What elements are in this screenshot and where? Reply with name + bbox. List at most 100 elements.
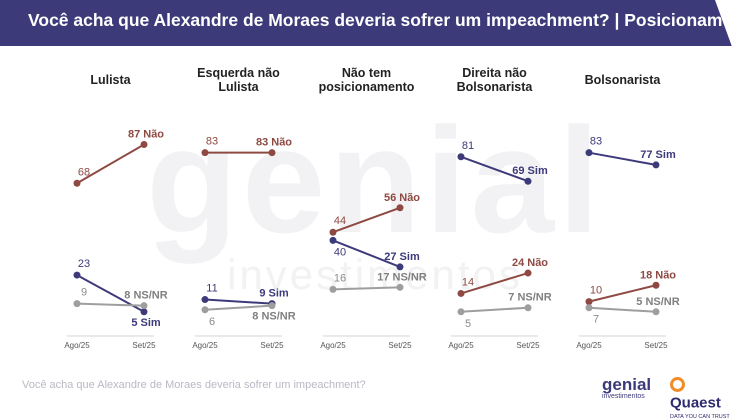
x-tick-label-1-1: Ago/25: [64, 341, 90, 350]
panel-title-4-line-1: Direita não: [462, 66, 527, 80]
end-label-3-não: 56 Não: [384, 192, 420, 204]
series-line-2-nsnr: [204, 304, 273, 311]
point-4-não-ago25: [457, 289, 465, 297]
point-2-não-set25: [268, 149, 276, 157]
quaest-tagline: DATA YOU CAN TRUST: [670, 414, 730, 420]
panel-title-4-line-2: Bolsonarista: [457, 80, 534, 94]
point-4-sim-ago25: [457, 153, 465, 161]
point-5-nsnr-ago25: [585, 304, 593, 312]
series-line-2-sim: [204, 298, 273, 305]
x-tick-label-5-2: Set/25: [644, 341, 668, 350]
point-3-sim-set25: [396, 263, 404, 271]
series-line-5-não: [588, 284, 657, 303]
header-bar: Você acha que Alexandre de Moraes deveri…: [0, 0, 745, 46]
x-tick-label-5-1: Ago/25: [576, 341, 602, 350]
point-1-sim-set25: [140, 308, 148, 316]
end-label-1-nsnr: 8 NS/NR: [124, 290, 167, 302]
quaest-logo: Quaest DATA YOU CAN TRUST: [670, 376, 740, 420]
start-label-4-sim: 81: [462, 140, 474, 152]
footer-question: Você acha que Alexandre de Moraes deveri…: [22, 379, 366, 391]
point-3-sim-ago25: [329, 236, 337, 244]
page-title: Você acha que Alexandre de Moraes deveri…: [28, 10, 745, 30]
start-label-3-não: 44: [334, 215, 346, 227]
point-1-nsnr-ago25: [73, 300, 81, 308]
start-label-4-nsnr: 5: [465, 318, 471, 330]
point-3-nsnr-ago25: [329, 285, 337, 293]
point-3-não-set25: [396, 204, 404, 212]
panel-title-2-line-2: Lulista: [218, 80, 259, 94]
end-label-1-sim: 5 Sim: [131, 317, 161, 329]
start-label-1-sim: 23: [78, 258, 90, 270]
end-label-5-sim: 77 Sim: [640, 149, 676, 161]
start-label-5-sim: 83: [590, 136, 602, 148]
x-tick-label-4-2: Set/25: [516, 341, 540, 350]
end-label-3-nsnr: 17 NS/NR: [377, 271, 427, 283]
start-label-3-sim: 40: [334, 246, 346, 258]
panel-title-2-line-1: Esquerda não: [197, 66, 280, 80]
point-1-não-ago25: [73, 179, 81, 187]
series-line-3-sim: [332, 239, 401, 268]
end-label-5-não: 18 Não: [640, 269, 676, 281]
end-label-2-não: 83 Não: [256, 137, 292, 149]
x-tick-label-2-1: Ago/25: [192, 341, 218, 350]
point-5-sim-set25: [652, 161, 660, 169]
point-4-sim-set25: [524, 177, 532, 185]
genial-logo-name: genial: [602, 375, 652, 394]
point-5-sim-ago25: [585, 149, 593, 157]
end-label-2-nsnr: 8 NS/NR: [252, 311, 295, 323]
start-label-4-não: 14: [462, 276, 474, 288]
start-label-3-nsnr: 16: [334, 272, 346, 284]
end-label-1-não: 87 Não: [128, 129, 164, 141]
point-3-não-ago25: [329, 228, 337, 236]
series-line-3-não: [332, 206, 401, 234]
panel-title-3-line-2: posicionamento: [319, 80, 415, 94]
panel-title-5-line-1: Bolsonarista: [585, 73, 662, 87]
series-line-4-não: [460, 272, 529, 295]
series-line-3-nsnr: [332, 286, 401, 291]
start-label-1-não: 68: [78, 166, 90, 178]
x-tick-label-2-2: Set/25: [260, 341, 284, 350]
series-line-1-nsnr: [76, 302, 145, 307]
x-tick-label-4-1: Ago/25: [448, 341, 474, 350]
point-4-nsnr-ago25: [457, 308, 465, 316]
end-label-4-nsnr: 7 NS/NR: [508, 292, 551, 304]
point-1-não-set25: [140, 141, 148, 149]
series-line-4-sim: [460, 155, 529, 183]
end-label-4-sim: 69 Sim: [512, 165, 548, 177]
panel-title-1-line-1: Lulista: [90, 73, 131, 87]
end-label-2-sim: 9 Sim: [259, 288, 289, 300]
series-line-4-nsnr: [460, 306, 529, 313]
panel-title-3-line-1: Não tem: [342, 66, 391, 80]
quaest-mark-icon: [670, 377, 685, 393]
point-5-não-set25: [652, 281, 660, 289]
point-4-não-set25: [524, 269, 532, 277]
start-label-5-não: 10: [590, 285, 602, 297]
start-label-2-não: 83: [206, 136, 218, 148]
genial-logo-sub: investimentos: [602, 393, 645, 400]
point-2-sim-ago25: [201, 296, 209, 304]
start-label-5-nsnr: 7: [593, 314, 599, 326]
x-tick-label-3-1: Ago/25: [320, 341, 346, 350]
point-2-não-ago25: [201, 149, 209, 157]
x-tick-label-1-2: Set/25: [132, 341, 156, 350]
start-label-1-nsnr: 9: [81, 287, 87, 299]
point-5-nsnr-set25: [652, 308, 660, 316]
end-label-4-não: 24 Não: [512, 257, 548, 269]
quaest-logo-name: Quaest: [670, 394, 721, 412]
point-2-nsnr-set25: [268, 302, 276, 310]
genial-logo: genial investimentos: [602, 376, 662, 406]
end-label-5-nsnr: 5 NS/NR: [636, 296, 679, 308]
end-label-3-sim: 27 Sim: [384, 251, 420, 263]
series-line-1-não: [76, 143, 145, 185]
start-label-2-nsnr: 6: [209, 316, 215, 328]
point-1-sim-ago25: [73, 271, 81, 279]
point-2-nsnr-ago25: [201, 306, 209, 314]
series-line-5-nsnr: [588, 306, 657, 313]
series-line-5-sim: [588, 151, 657, 166]
point-1-nsnr-set25: [140, 302, 148, 310]
start-label-2-sim: 11: [206, 283, 217, 295]
point-3-nsnr-set25: [396, 283, 404, 291]
point-4-nsnr-set25: [524, 304, 532, 312]
x-tick-label-3-2: Set/25: [388, 341, 412, 350]
